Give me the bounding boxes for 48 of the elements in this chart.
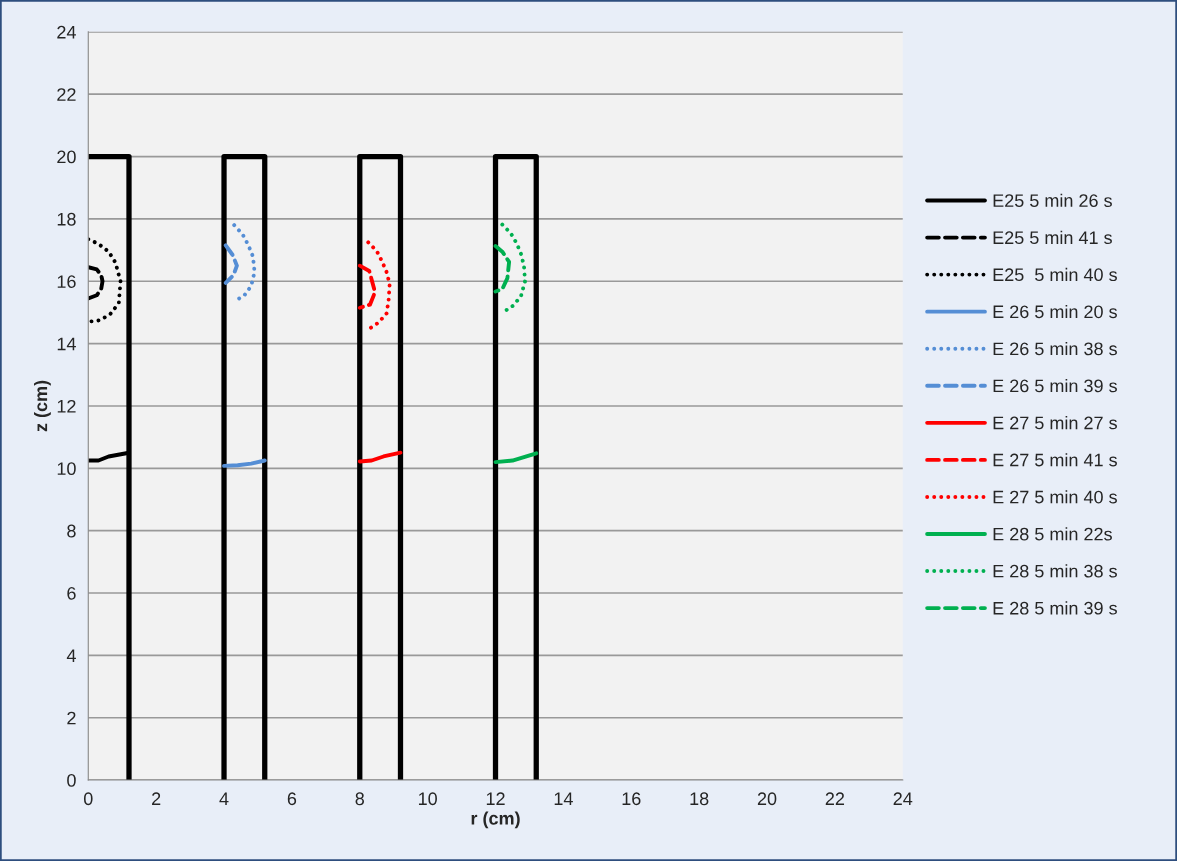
legend-label: E 28 5 min 39 s [993,601,1117,615]
y-tick-label: 18 [57,212,76,226]
x-tick-label: 4 [219,792,229,805]
y-tick-label: 22 [57,88,76,101]
line-series [357,450,403,464]
legend-label: E 26 5 min 20 s [993,304,1117,319]
line-series [88,265,105,301]
legend-label: E 26 5 min 38 s [993,341,1117,356]
y-tick-label: 16 [57,275,76,288]
x-tick-label: 18 [690,792,709,806]
legend-label: E 27 5 min 41 s [993,453,1117,467]
y-tick-label: 14 [57,337,76,351]
legend-label: E 27 5 min 27 s [993,416,1117,430]
x-axis-title: r (cm) [471,811,520,829]
x-tick-label: 20 [757,792,777,806]
line-series [223,243,239,285]
x-tick-label: 8 [355,792,365,806]
legend-label: E 28 5 min 38 s [993,564,1117,578]
line-series [500,222,527,315]
line-series [493,244,512,294]
y-tick-label: 10 [57,462,76,476]
legend-label: E25 5 min 41 s [993,230,1112,245]
x-tick-label: 6 [287,792,297,806]
x-tick-label: 22 [825,792,845,805]
line-series [366,240,392,331]
x-tick-label: 24 [893,792,913,805]
x-tick-label: 16 [622,792,641,806]
y-tick-label: 24 [57,25,76,39]
legend-label: E 28 5 min 22s [993,527,1112,541]
x-tick-label: 2 [152,792,161,805]
x-tick-label: 10 [418,792,437,806]
y-tick-label: 12 [57,399,76,413]
y-tick-label: 20 [57,150,76,164]
legend-label: E25 5 min 26 s [993,193,1112,208]
x-tick-label: 12 [486,792,505,805]
line-series [88,237,123,324]
y-tick-label: 6 [67,586,76,600]
legend-label: E 27 5 min 40 s [993,490,1117,504]
y-axis-title: z (cm) [34,380,51,432]
y-tick-label: 2 [67,711,76,725]
line-series [357,263,377,310]
x-tick-label: 0 [83,792,93,806]
legend-label: E 26 5 min 39 s [993,379,1117,393]
y-tick-label: 8 [67,524,76,538]
y-tick-label: 0 [67,774,76,787]
x-tick-label: 14 [554,792,573,805]
y-tick-label: 4 [66,649,76,662]
legend-label: E25 5 min 40 s [993,267,1117,282]
